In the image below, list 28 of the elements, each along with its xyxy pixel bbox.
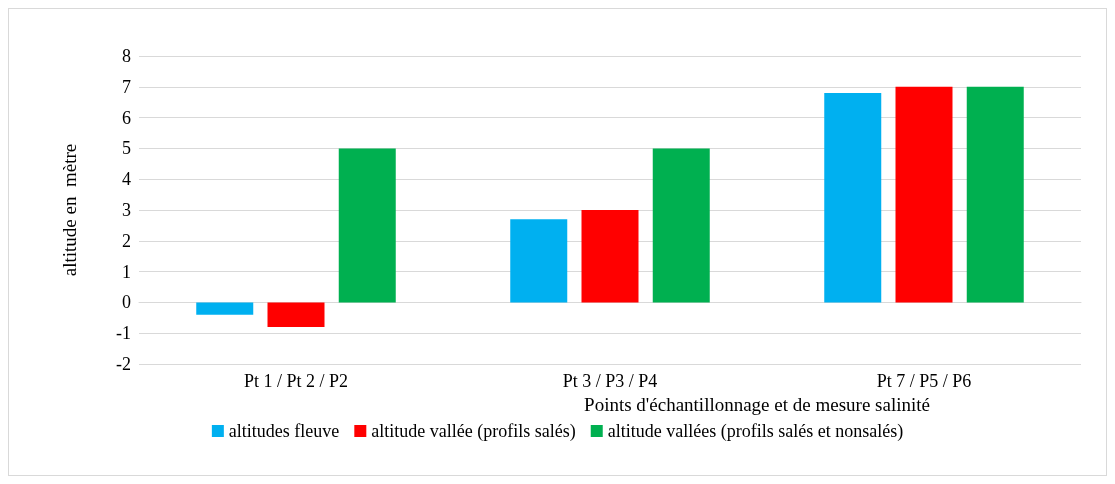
y-axis-title: altitude en mètre [59,143,80,277]
y-tick-label: 7 [122,76,131,97]
bar [824,92,882,303]
bar [652,148,710,303]
legend-label: altitude vallée (profils salés) [371,421,576,442]
y-tick-label: 6 [122,107,131,128]
bar [338,148,396,303]
y-tick-label: 0 [122,292,131,313]
y-tick-label: 8 [122,46,131,66]
x-tick-label: Pt 7 / P5 / P6 [876,371,972,391]
y-tick-label: 3 [122,200,131,220]
legend-label: altitude vallées (profils salés et nonsalés) [607,421,904,442]
y-tick-label: 1 [122,261,131,282]
bar [196,302,254,315]
bar [895,86,953,303]
y-tick-label: 5 [122,138,131,159]
bar [966,86,1024,303]
x-tick-label: Pt 1 / Pt 2 / P2 [243,371,349,391]
bar [581,210,639,303]
y-tick-label: 2 [122,230,131,251]
bar [510,219,568,303]
x-tick-label: Pt 3 / P3 / P4 [562,371,658,391]
legend-label: altitudes fleuve [228,421,340,441]
bar [267,302,325,328]
y-tick-label: -2 [116,354,131,374]
y-tick-label: 4 [122,169,131,190]
x-axis-title: Points d'échantillonnage et de mesure salinité [584,393,930,415]
y-tick-label: -1 [116,323,131,344]
